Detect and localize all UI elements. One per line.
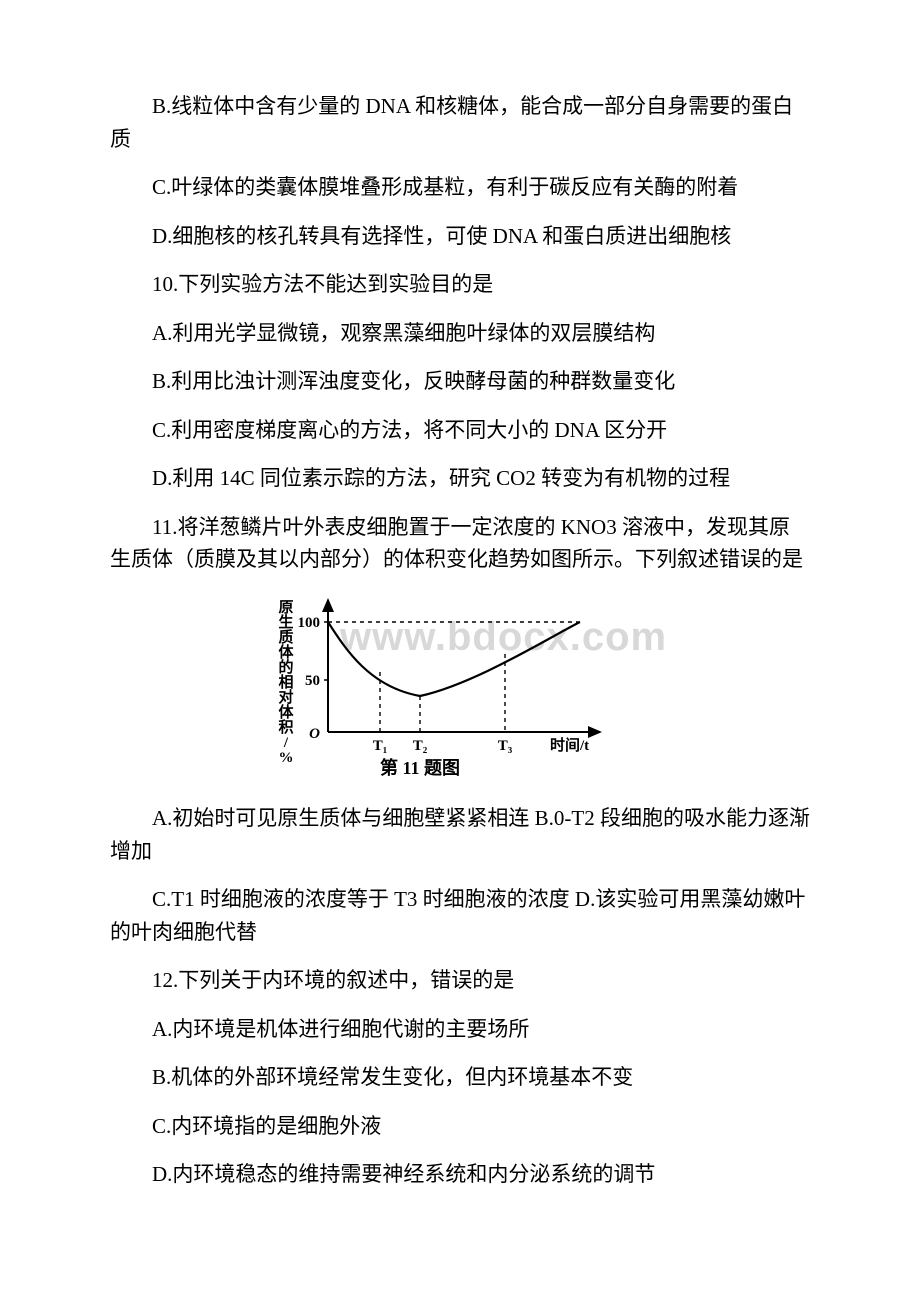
svg-text:第 11 题图: 第 11 题图 — [380, 757, 460, 778]
chart-figure: www.bdocx.com 10050OT₁T₂T₃时间/t原生质体的相对体积/… — [270, 592, 810, 782]
option-text: B.机体的外部环境经常发生变化，但内环境基本不变 — [110, 1061, 810, 1094]
option-text: B.线粒体中含有少量的 DNA 和核糖体，能合成一部分自身需要的蛋白质 — [110, 90, 810, 155]
option-text: C.T1 时细胞液的浓度等于 T3 时细胞液的浓度 D.该实验可用黑藻幼嫩叶的叶… — [110, 883, 810, 948]
option-text: D.利用 14C 同位素示踪的方法，研究 CO2 转变为有机物的过程 — [110, 462, 810, 495]
svg-text:T₁: T₁ — [373, 738, 388, 754]
question-stem: 11.将洋葱鳞片叶外表皮细胞置于一定浓度的 KNO3 溶液中，发现其原生质体（质… — [110, 511, 810, 576]
svg-text:体: 体 — [278, 643, 294, 661]
option-text: D.内环境稳态的维持需要神经系统和内分泌系统的调节 — [110, 1158, 810, 1191]
svg-text:原: 原 — [278, 599, 293, 616]
svg-text:生: 生 — [278, 613, 293, 631]
svg-text:T₂: T₂ — [413, 738, 428, 754]
option-text: C.利用密度梯度离心的方法，将不同大小的 DNA 区分开 — [110, 414, 810, 447]
svg-text:对: 对 — [278, 688, 293, 706]
option-text: C.叶绿体的类囊体膜堆叠形成基粒，有利于碳反应有关酶的附着 — [110, 171, 810, 204]
option-text: D.细胞核的核孔转具有选择性，可使 DNA 和蛋白质进出细胞核 — [110, 220, 810, 253]
svg-text:/: / — [283, 735, 289, 751]
line-chart: 10050OT₁T₂T₃时间/t原生质体的相对体积/%第 11 题图 — [270, 592, 630, 782]
option-text: A.利用光学显微镜，观察黑藻细胞叶绿体的双层膜结构 — [110, 317, 810, 350]
svg-text:质: 质 — [278, 628, 293, 646]
question-stem: 10.下列实验方法不能达到实验目的是 — [110, 268, 810, 301]
svg-text:时间/t: 时间/t — [550, 736, 589, 754]
svg-text:相: 相 — [278, 673, 293, 691]
option-text: A.内环境是机体进行细胞代谢的主要场所 — [110, 1013, 810, 1046]
svg-text:的: 的 — [278, 658, 293, 676]
question-stem: 12.下列关于内环境的叙述中，错误的是 — [110, 964, 810, 997]
option-text: A.初始时可见原生质体与细胞壁紧紧相连 B.0-T2 段细胞的吸水能力逐渐增加 — [110, 802, 810, 867]
option-text: B.利用比浊计测浑浊度变化，反映酵母菌的种群数量变化 — [110, 365, 810, 398]
svg-text:%: % — [279, 750, 294, 766]
svg-text:100: 100 — [298, 615, 321, 631]
svg-text:50: 50 — [305, 673, 320, 689]
svg-text:积: 积 — [278, 718, 293, 736]
svg-text:体: 体 — [278, 703, 294, 721]
svg-text:T₃: T₃ — [498, 738, 513, 754]
option-text: C.内环境指的是细胞外液 — [110, 1110, 810, 1143]
svg-text:O: O — [309, 726, 320, 742]
